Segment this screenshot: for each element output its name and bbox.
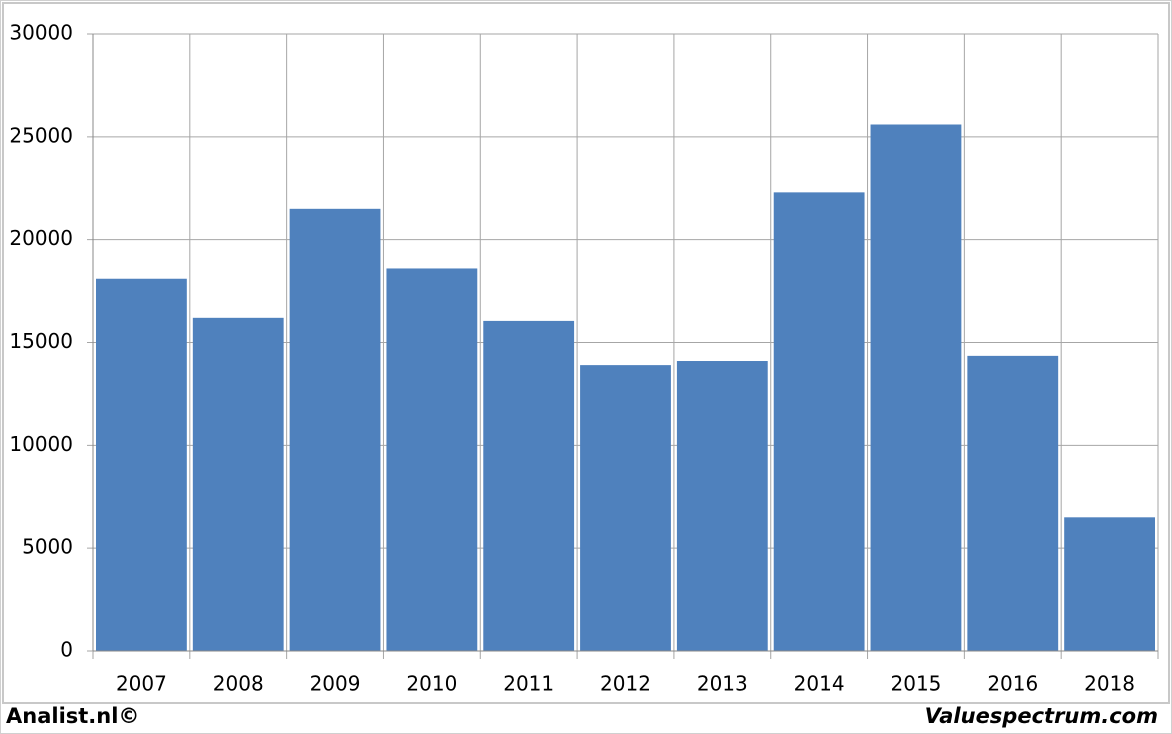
- x-tick-label: 2008: [213, 672, 264, 696]
- x-tick-label: 2011: [503, 672, 554, 696]
- x-tick-label: 2010: [406, 672, 457, 696]
- y-tick-label: 15000: [9, 329, 73, 353]
- bar: [483, 320, 575, 651]
- y-tick-label: 5000: [22, 535, 73, 559]
- y-tick-label: 20000: [9, 226, 73, 250]
- x-tick-label: 2016: [987, 672, 1038, 696]
- bar: [289, 208, 381, 652]
- y-tick-label: 10000: [9, 432, 73, 456]
- footer-right: Valuespectrum.com: [925, 704, 1158, 728]
- y-tick-label: 0: [60, 638, 73, 662]
- bar: [580, 365, 671, 651]
- bar: [773, 192, 865, 651]
- bar: [676, 361, 768, 651]
- bar: [192, 317, 284, 651]
- bar: [870, 124, 962, 651]
- x-tick-label: 2012: [600, 672, 651, 696]
- x-tick-label: 2007: [116, 672, 167, 696]
- x-tick-label: 2013: [697, 672, 748, 696]
- bar: [386, 268, 478, 651]
- bar: [967, 355, 1059, 651]
- bar: [1064, 517, 1155, 651]
- x-tick-label: 2014: [794, 672, 845, 696]
- y-tick-label: 30000: [9, 21, 73, 45]
- x-tick-label: 2018: [1084, 672, 1135, 696]
- y-tick-label: 25000: [9, 123, 73, 147]
- bar: [96, 278, 187, 651]
- x-tick-label: 2009: [310, 672, 361, 696]
- footer-left: Analist.nl©: [6, 704, 139, 728]
- x-tick-label: 2015: [891, 672, 942, 696]
